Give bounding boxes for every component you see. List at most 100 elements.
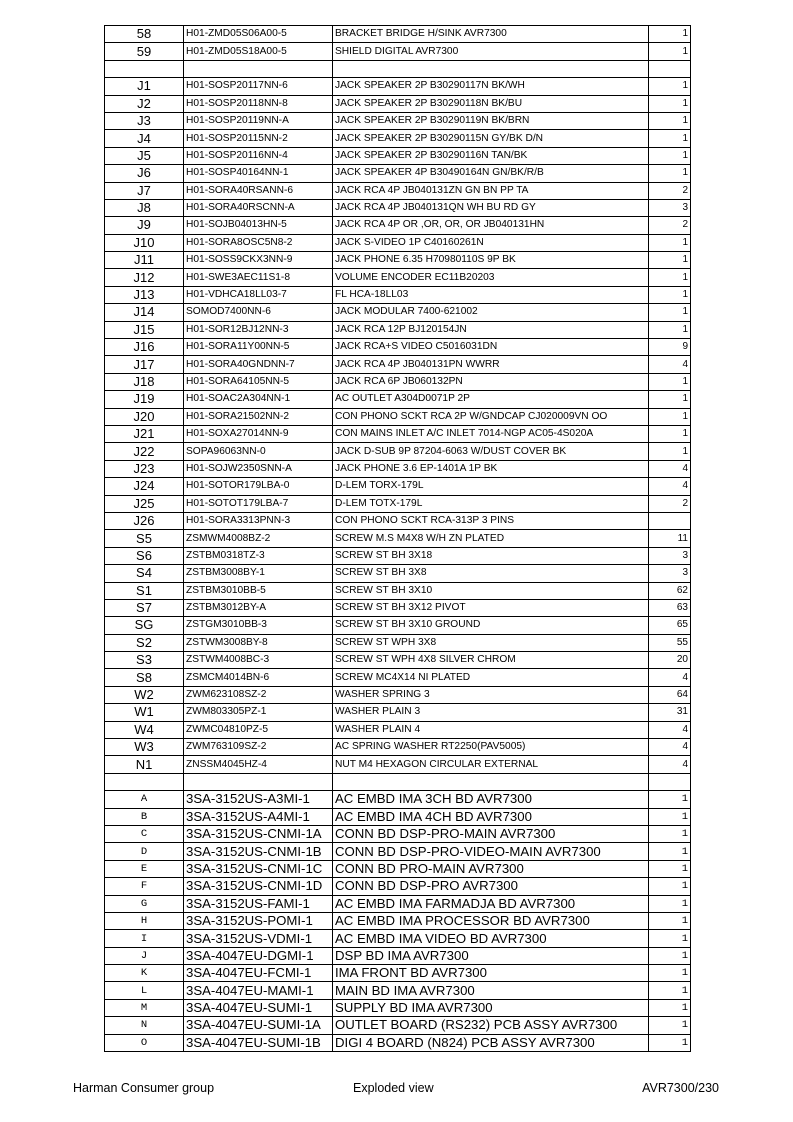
ref-cell: D [104, 842, 184, 861]
table-row: K 3SA-4047EU-FCMI-1 IMA FRONT BD AVR7300 1 [104, 964, 691, 983]
quantity-cell: 1 [648, 964, 691, 983]
ref-cell: J19 [104, 390, 184, 409]
ref-cell: J26 [104, 511, 184, 531]
description-cell [332, 772, 649, 792]
ref-cell: A [104, 790, 184, 809]
description-cell [332, 59, 649, 79]
quantity-cell: 1 [648, 442, 691, 461]
table-row: J18 H01-SORA64105NN-5 JACK RCA 6P JB060132… [104, 372, 691, 392]
quantity-cell: 4 [648, 720, 691, 740]
quantity-cell: 1 [648, 233, 691, 253]
quantity-cell: 1 [648, 859, 691, 879]
table-row: L 3SA-4047EU-MAMI-1 MAIN BD IMA AVR7300 1 [104, 981, 691, 1000]
table-row: N1 ZNSSM4045HZ-4 NUT M4 HEXAGON CIRCULAR E… [104, 755, 691, 774]
quantity-cell: 1 [648, 268, 691, 287]
part-number-cell: 3SA-3152US-CNMI-1C [183, 859, 333, 879]
quantity-cell: 1 [648, 77, 691, 96]
footer-company: Harman Consumer group [73, 1081, 215, 1095]
part-number-cell: H01-SWE3AEC11S1-8 [183, 268, 333, 287]
quantity-cell: 1 [648, 111, 691, 131]
table-row: S8 ZSMCM4014BN-6 SCREW MC4X14 NI PLATED 4 [104, 668, 691, 687]
description-cell: JACK SPEAKER 4P B30490164N GN/BK/R/B [332, 164, 649, 183]
description-cell: AC EMBD IMA 4CH BD AVR7300 [332, 807, 649, 826]
part-number-cell: H01-SORA21502NN-2 [183, 407, 333, 426]
part-number-cell: H01-SORA64105NN-5 [183, 372, 333, 392]
table-row: S5 ZSMWM4008BZ-2 SCREW M.S M4X8 W/H ZN PLA… [104, 529, 691, 548]
ref-cell: J16 [104, 338, 184, 357]
description-cell: SCREW ST BH 3X10 GROUND [332, 616, 649, 635]
table-row: J5 H01-SOSP20116NN-4 JACK SPEAKER 2P B3029… [104, 146, 691, 166]
quantity-cell: 1 [648, 146, 691, 166]
description-cell: DIGI 4 BOARD (N824) PCB ASSY AVR7300 [332, 1033, 649, 1053]
quantity-cell: 1 [648, 1033, 691, 1053]
table-row: 58 H01-ZMD05S06A00-5 BRACKET BRIDGE H/SINK… [104, 24, 691, 44]
ref-cell: W2 [104, 685, 184, 705]
part-number-cell: 3SA-4047EU-SUMI-1B [183, 1033, 333, 1053]
table-row: J9 H01-SOJB04013HN-5 JACK RCA 4P OR ,OR, O… [104, 216, 691, 235]
table-row: S1 ZSTBM3010BB-5 SCREW ST BH 3X10 62 [104, 581, 691, 600]
table-row: M 3SA-4047EU-SUMI-1 SUPPLY BD IMA AVR7300 1 [104, 998, 691, 1018]
description-cell: JACK PHONE 6.35 H70980110S 9P BK [332, 251, 649, 270]
quantity-cell: 63 [648, 598, 691, 618]
ref-cell: S3 [104, 651, 184, 670]
quantity-cell: 1 [648, 424, 691, 444]
description-cell: D-LEM TOTX-179L [332, 494, 649, 513]
quantity-cell: 55 [648, 633, 691, 653]
description-cell: JACK RCA 4P JB040131PN WWRR [332, 355, 649, 374]
quantity-cell: 1 [648, 372, 691, 392]
ref-cell: J5 [104, 146, 184, 166]
table-row: A 3SA-3152US-A3MI-1 AC EMBD IMA 3CH BD AVR… [104, 790, 691, 809]
description-cell: JACK SPEAKER 2P B30290118N BK/BU [332, 94, 649, 113]
quantity-cell: 4 [648, 755, 691, 774]
ref-cell: I [104, 929, 184, 948]
quantity-cell: 2 [648, 216, 691, 235]
part-number-cell: H01-SOTOR179LBA-0 [183, 477, 333, 496]
description-cell: CONN BD DSP-PRO-VIDEO-MAIN AVR7300 [332, 842, 649, 861]
ref-cell [104, 772, 184, 792]
part-number-cell: SOPA96063NN-0 [183, 442, 333, 461]
table-row: J17 H01-SORA40GNDNN-7 JACK RCA 4P JB040131… [104, 355, 691, 374]
description-cell: AC SPRING WASHER RT2250(PAV5005) [332, 738, 649, 757]
table-row: O 3SA-4047EU-SUMI-1B DIGI 4 BOARD (N824) P… [104, 1033, 691, 1053]
table-row [104, 772, 691, 792]
ref-cell: S4 [104, 564, 184, 583]
part-number-cell: ZNSSM4045HZ-4 [183, 755, 333, 774]
ref-cell: J20 [104, 407, 184, 426]
description-cell: SCREW M.S M4X8 W/H ZN PLATED [332, 529, 649, 548]
quantity-cell: 20 [648, 651, 691, 670]
table-row: J7 H01-SORA40RSANN-6 JACK RCA 4P JB040131Z… [104, 181, 691, 200]
quantity-cell: 64 [648, 685, 691, 705]
parts-list-table: 58 H01-ZMD05S06A00-5 BRACKET BRIDGE H/SINK… [104, 24, 691, 1053]
table-row: W2 ZWM623108SZ-2 WASHER SPRING 3 64 [104, 685, 691, 705]
quantity-cell: 1 [648, 911, 691, 931]
table-row: J21 H01-SOXA27014NN-9 CON MAINS INLET A/C … [104, 424, 691, 444]
quantity-cell [648, 772, 691, 792]
table-row: J 3SA-4047EU-DGMI-1 DSP BD IMA AVR7300 1 [104, 946, 691, 966]
part-number-cell: H01-SOJW2350SNN-A [183, 459, 333, 479]
quantity-cell: 1 [648, 1016, 691, 1035]
part-number-cell: 3SA-3152US-FAMI-1 [183, 894, 333, 913]
part-number-cell: ZSTBM3012BY-A [183, 598, 333, 618]
ref-cell: J11 [104, 251, 184, 270]
description-cell: JACK RCA 4P JB040131ZN GN BN PP TA [332, 181, 649, 200]
part-number-cell [183, 772, 333, 792]
ref-cell: J17 [104, 355, 184, 374]
ref-cell: J23 [104, 459, 184, 479]
part-number-cell: ZSMWM4008BZ-2 [183, 529, 333, 548]
ref-cell: J13 [104, 285, 184, 305]
part-number-cell: H01-VDHCA18LL03-7 [183, 285, 333, 305]
ref-cell: J21 [104, 424, 184, 444]
ref-cell: N [104, 1016, 184, 1035]
description-cell: CONN BD DSP-PRO-MAIN AVR7300 [332, 824, 649, 844]
ref-cell: J25 [104, 494, 184, 513]
description-cell: CONN BD PRO-MAIN AVR7300 [332, 859, 649, 879]
part-number-cell: 3SA-3152US-CNMI-1B [183, 842, 333, 861]
quantity-cell: 4 [648, 459, 691, 479]
description-cell: SCREW ST WPH 4X8 SILVER CHROM [332, 651, 649, 670]
description-cell: JACK RCA 4P JB040131QN WH BU RD GY [332, 198, 649, 218]
description-cell: NUT M4 HEXAGON CIRCULAR EXTERNAL [332, 755, 649, 774]
part-number-cell: H01-SOJB04013HN-5 [183, 216, 333, 235]
ref-cell: J12 [104, 268, 184, 287]
table-row: J20 H01-SORA21502NN-2 CON PHONO SCKT RCA 2… [104, 407, 691, 426]
